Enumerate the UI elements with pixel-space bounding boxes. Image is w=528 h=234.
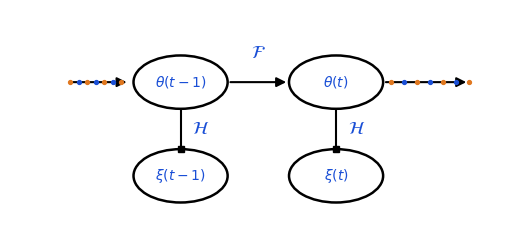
Text: $\xi(t)$: $\xi(t)$ bbox=[324, 167, 348, 185]
Text: $\mathcal{F}$: $\mathcal{F}$ bbox=[251, 44, 266, 62]
Text: $\xi(t-1)$: $\xi(t-1)$ bbox=[155, 167, 206, 185]
Ellipse shape bbox=[134, 55, 228, 109]
Text: $\mathcal{H}$: $\mathcal{H}$ bbox=[192, 120, 210, 138]
Text: $\theta(t-1)$: $\theta(t-1)$ bbox=[155, 74, 206, 90]
Ellipse shape bbox=[289, 55, 383, 109]
Text: $\mathcal{H}$: $\mathcal{H}$ bbox=[348, 120, 365, 138]
Ellipse shape bbox=[289, 149, 383, 202]
Text: $\theta(t)$: $\theta(t)$ bbox=[323, 74, 349, 90]
Ellipse shape bbox=[134, 149, 228, 202]
